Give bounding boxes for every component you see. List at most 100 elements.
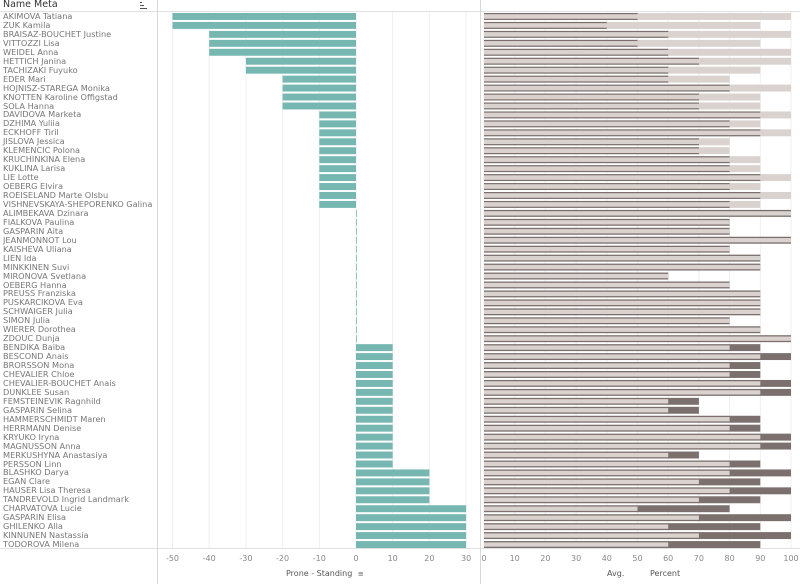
prone-bar-bottom xyxy=(484,197,761,199)
row-label: CHEVALIER-BOUCHET Anais xyxy=(3,377,116,388)
prone-bar-bottom xyxy=(484,90,730,92)
standing-bar xyxy=(484,192,791,199)
row-label: BESCOND Anais xyxy=(3,351,69,362)
standing-bar xyxy=(484,129,791,137)
prone-bar-bottom xyxy=(484,45,638,47)
diff-tick-label: 20 xyxy=(424,554,434,563)
percent-tick-label: 70 xyxy=(694,554,704,563)
diff-tick-label: -10 xyxy=(313,554,326,563)
row-label: GASPARIN Aita xyxy=(3,225,64,236)
prone-bar-bottom xyxy=(484,135,761,137)
row-label: KLEMENCIC Polona xyxy=(3,145,81,156)
prone-bar-top xyxy=(484,111,761,113)
standing-bar xyxy=(484,470,730,476)
row-label: VITTOZZI Lisa xyxy=(3,37,60,48)
standing-bar xyxy=(484,138,730,146)
standing-bar xyxy=(484,39,761,47)
row-label: MAGNUSSON Anna xyxy=(3,440,81,451)
prone-bar-top xyxy=(484,138,699,140)
prone-bar-top xyxy=(484,48,669,50)
standing-bar xyxy=(484,417,730,422)
sort-icon[interactable]: ≡ xyxy=(357,570,364,578)
diff-bar xyxy=(356,326,357,334)
diff-tick-label: -40 xyxy=(203,554,216,563)
standing-bar xyxy=(484,282,730,288)
diff-bar xyxy=(356,505,467,513)
prone-bar-top xyxy=(484,75,669,77)
prone-bar-top xyxy=(484,30,669,33)
diff-bar xyxy=(356,406,393,414)
prone-bar-top xyxy=(484,165,730,167)
diff-bar xyxy=(356,451,393,459)
percent-axis-title: Percent xyxy=(650,569,681,578)
sort-descending-icon[interactable] xyxy=(140,1,148,10)
row-label: KAISHEVA Uliana xyxy=(3,243,72,254)
row-label: TANDREVOLD Ingrid Landmark xyxy=(3,494,129,505)
row-label: EGAN Clare xyxy=(3,476,51,487)
standing-bar xyxy=(484,533,699,538)
prone-bar-bottom xyxy=(484,170,730,173)
diff-bar xyxy=(282,75,356,83)
prone-bar-bottom xyxy=(484,153,699,155)
diff-bar xyxy=(356,308,357,316)
diff-bar xyxy=(356,254,357,262)
row-label: GASPARIN Elisa xyxy=(3,512,66,523)
row-label: JISLOVA Jessica xyxy=(3,136,65,147)
diff-bar xyxy=(209,30,356,38)
prone-bar-bottom xyxy=(484,54,669,56)
prone-bar-bottom xyxy=(484,36,669,38)
row-label: BRAISAZ-BOUCHET Justine xyxy=(3,28,112,39)
row-label: BENDIKA Baiba xyxy=(3,342,66,353)
row-label: PUSKARCIKOVA Eva xyxy=(3,297,83,308)
standing-bar xyxy=(484,111,791,119)
diff-bar xyxy=(356,281,357,289)
header-divider xyxy=(0,11,800,12)
row-label: TODOROVA Milena xyxy=(3,539,80,550)
row-label: HAUSER Lisa Theresa xyxy=(3,485,91,496)
row-dimension-label: Name Meta xyxy=(3,0,58,10)
standing-bar xyxy=(484,247,730,252)
standing-bar xyxy=(484,381,761,386)
standing-bar xyxy=(484,120,761,128)
standing-bar xyxy=(484,452,669,458)
prone-bar-top xyxy=(484,200,730,203)
row-label: MERKUSHYNA Anastasiya xyxy=(3,449,108,460)
row-label: MIRONOVA Svetlana xyxy=(3,270,87,281)
diff-bar xyxy=(209,39,356,47)
prone-bar-top xyxy=(484,84,730,86)
row-label: LIEN Ida xyxy=(3,252,37,263)
percent-tick-label: 60 xyxy=(663,554,673,563)
diff-bar xyxy=(282,84,356,92)
standing-bar xyxy=(484,461,730,467)
row-label: WIERER Dorothea xyxy=(3,324,76,335)
diff-tick-label: -50 xyxy=(166,554,179,563)
diff-bar xyxy=(356,424,393,432)
diff-bar xyxy=(356,209,357,217)
row-label: SOLA Hanna xyxy=(3,100,55,111)
prone-bar-top xyxy=(484,66,669,68)
standing-bar xyxy=(484,200,761,208)
row-label: ZUK Kamila xyxy=(3,19,51,30)
row-label: BLASHKO Darya xyxy=(3,467,69,478)
prone-bar-top xyxy=(484,174,761,176)
row-label: ALIMBEKAVA Dzinara xyxy=(3,207,89,218)
prone-bar-bottom xyxy=(484,72,669,74)
standing-bar xyxy=(484,345,730,350)
standing-bar xyxy=(484,30,791,38)
diff-axis-title: Prone - Standing ≡ xyxy=(286,569,364,578)
diff-bar xyxy=(356,344,393,352)
prone-bar-bottom xyxy=(484,206,730,208)
diff-bar xyxy=(319,183,356,190)
pane-divider-left xyxy=(157,0,158,584)
row-label: PERSSON Linn xyxy=(3,458,62,469)
row-label: AKIMOVA Tatiana xyxy=(3,11,73,21)
diff-bar xyxy=(356,523,467,531)
diff-axis-label: Prone - Standing xyxy=(286,569,353,578)
row-label: HETTICH Janina xyxy=(3,55,67,66)
diff-bar xyxy=(356,335,357,343)
standing-bar xyxy=(484,390,761,395)
diff-bar xyxy=(319,120,356,128)
diff-bar xyxy=(356,487,430,495)
diff-bar xyxy=(172,21,356,29)
standing-bar xyxy=(484,57,791,65)
